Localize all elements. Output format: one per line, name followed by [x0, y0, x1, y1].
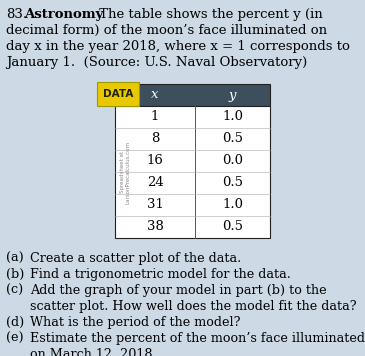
Text: 0.5: 0.5: [222, 177, 243, 189]
Text: 1: 1: [151, 110, 159, 124]
Text: 1.0: 1.0: [222, 110, 243, 124]
Text: 8: 8: [151, 132, 159, 146]
Text: (d): (d): [6, 316, 24, 329]
Text: (b): (b): [6, 268, 24, 281]
Text: x: x: [151, 89, 159, 101]
Text: 16: 16: [147, 155, 164, 168]
Text: Estimate the percent of the moon’s face illuminated: Estimate the percent of the moon’s face …: [30, 332, 365, 345]
Text: scatter plot. How well does the model fit the data?: scatter plot. How well does the model fi…: [30, 300, 357, 313]
FancyBboxPatch shape: [97, 82, 139, 106]
Text: 83.: 83.: [6, 8, 27, 21]
Text: 31: 31: [147, 199, 164, 211]
Text: Astronomy: Astronomy: [24, 8, 103, 21]
Text: 0.5: 0.5: [222, 220, 243, 234]
FancyBboxPatch shape: [115, 106, 270, 238]
Text: 24: 24: [147, 177, 164, 189]
Text: 1.0: 1.0: [222, 199, 243, 211]
Text: 38: 38: [147, 220, 164, 234]
Text: Add the graph of your model in part (b) to the: Add the graph of your model in part (b) …: [30, 284, 327, 297]
Text: day ​x in the year 2018, where ​x​ = 1 corresponds to: day ​x in the year 2018, where ​x​ = 1 c…: [6, 40, 350, 53]
Text: y: y: [229, 89, 236, 101]
Text: What is the period of the model?: What is the period of the model?: [30, 316, 241, 329]
Text: Spreadsheet at
LarsonPrecalculus.com: Spreadsheet at LarsonPrecalculus.com: [120, 140, 130, 204]
Text: decimal form) of the moon’s face illuminated on: decimal form) of the moon’s face illumin…: [6, 24, 327, 37]
Text: 0.5: 0.5: [222, 132, 243, 146]
Text: Create a scatter plot of the data.: Create a scatter plot of the data.: [30, 252, 241, 265]
Text: January 1.  (Source: U.S. Naval Observatory): January 1. (Source: U.S. Naval Observato…: [6, 56, 307, 69]
Text: (a): (a): [6, 252, 24, 265]
Text: DATA: DATA: [103, 89, 133, 99]
Text: (e): (e): [6, 332, 24, 345]
Text: on March 12, 2018.: on March 12, 2018.: [30, 348, 157, 356]
Text: The table shows the percent ​y (in: The table shows the percent ​y (in: [95, 8, 323, 21]
Text: Find a trigonometric model for the data.: Find a trigonometric model for the data.: [30, 268, 291, 281]
FancyBboxPatch shape: [115, 84, 270, 106]
Text: (c): (c): [6, 284, 23, 297]
Text: 0.0: 0.0: [222, 155, 243, 168]
